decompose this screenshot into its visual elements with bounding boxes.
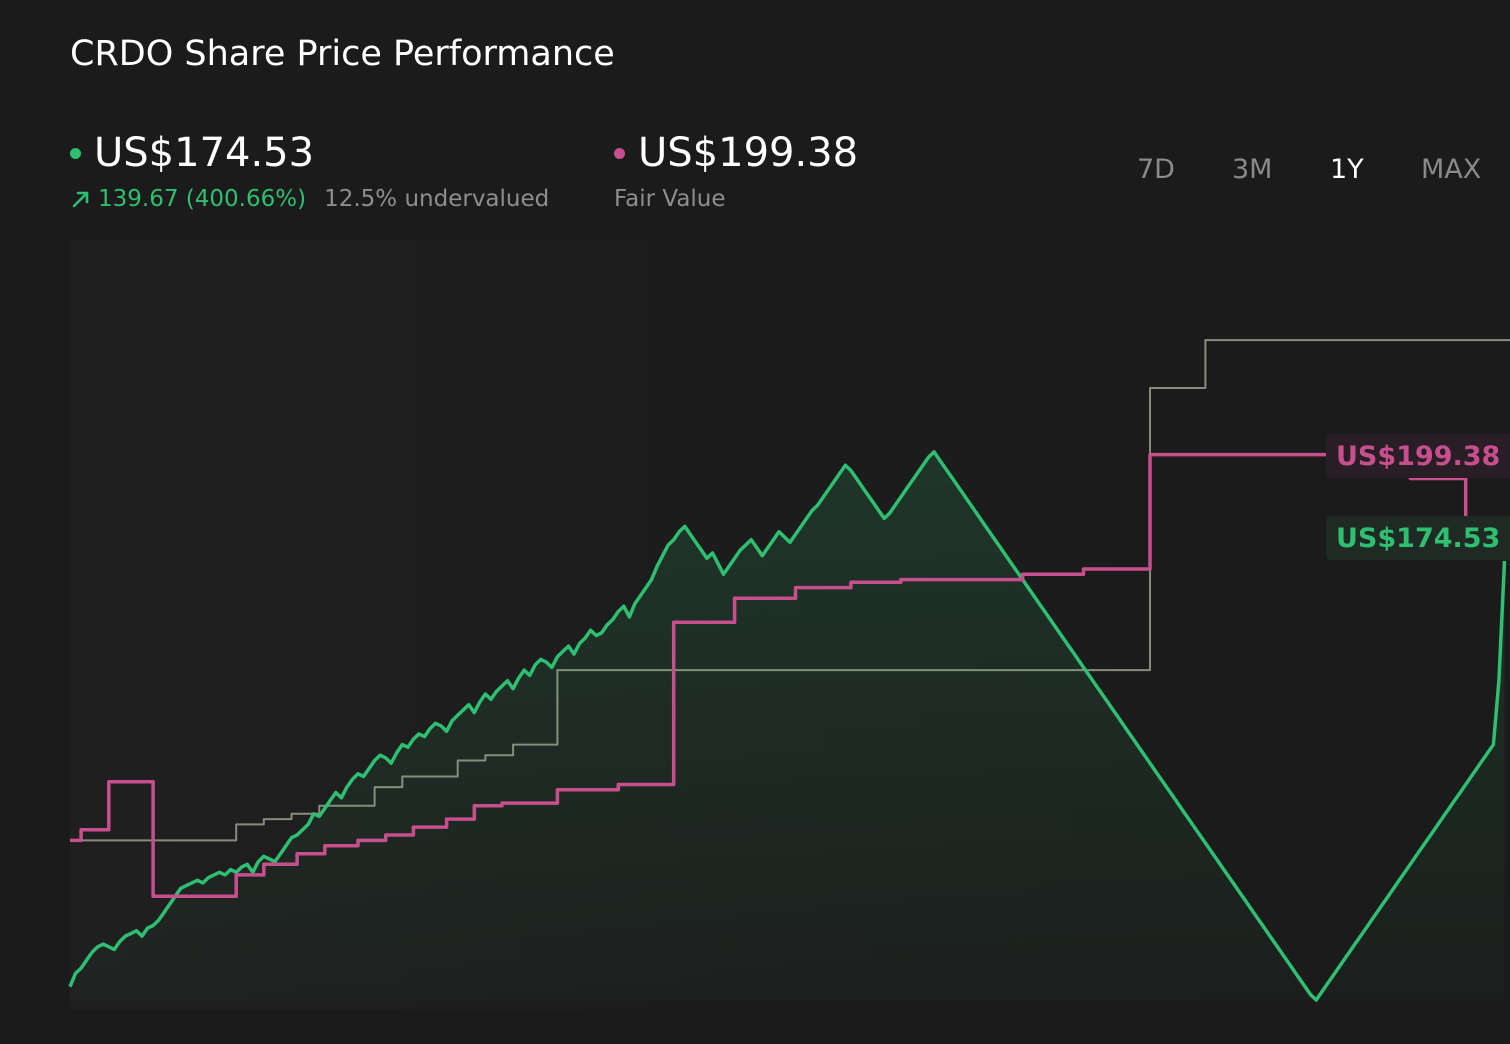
range-3m-button[interactable]: 3M	[1232, 154, 1273, 185]
current-price-value: US$174.53	[94, 130, 315, 176]
range-7d-button[interactable]: 7D	[1137, 154, 1175, 185]
fair-value-tag: US$199.38	[1326, 434, 1510, 478]
fair-value-line	[70, 452, 1510, 898]
range-max-button[interactable]: MAX	[1421, 154, 1482, 185]
fair-value-block: US$199.38 Fair Value	[614, 130, 858, 212]
fair-value-label: Fair Value	[614, 186, 726, 212]
page-title: CRDO Share Price Performance	[70, 34, 615, 74]
price-change: 139.67 (400.66%)	[98, 186, 307, 212]
fair-value-legend-dot	[614, 147, 625, 159]
arrow-up-right-icon	[72, 191, 89, 208]
fair-value-value: US$199.38	[638, 130, 859, 176]
price-line	[68, 450, 1507, 1002]
time-range-selector: 7D 3M 1Y MAX	[1110, 150, 1510, 194]
price-area	[70, 451, 1505, 1000]
price-legend-dot	[70, 147, 81, 159]
current-price-block: US$174.53 139.67 (400.66%) 12.5% underva…	[70, 130, 549, 212]
range-1y-button[interactable]: 1Y	[1330, 154, 1364, 185]
fair-value-tag-label: US$199.38	[1336, 441, 1500, 472]
valuation-status: 12.5% undervalued	[324, 186, 550, 212]
price-tag-label: US$174.53	[1336, 523, 1500, 554]
price-tag: US$174.53	[1326, 516, 1510, 560]
